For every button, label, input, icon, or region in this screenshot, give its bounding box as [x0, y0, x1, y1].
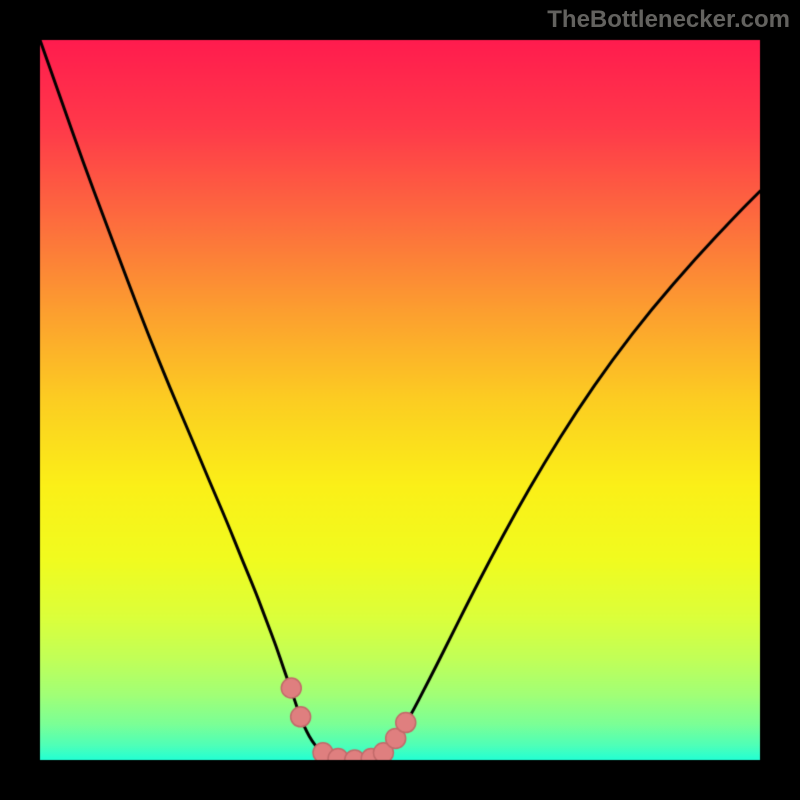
- watermark-label: TheBottlenecker.com: [547, 6, 790, 34]
- chart-stage: TheBottlenecker.com: [0, 0, 800, 800]
- bottleneck-curve-chart: [0, 0, 800, 800]
